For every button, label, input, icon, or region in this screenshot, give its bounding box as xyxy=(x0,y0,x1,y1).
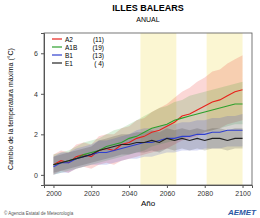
title: ILLES BALEARS xyxy=(112,3,184,13)
x-tick-label: 2020 xyxy=(84,190,100,197)
x-tick-mark xyxy=(129,185,130,188)
legend-label: A2 xyxy=(65,36,73,43)
y-tick-mark xyxy=(41,53,44,54)
y-tick-label: 0 xyxy=(34,172,38,179)
x-tick-label: 2000 xyxy=(46,190,62,197)
x-tick-mark xyxy=(167,185,168,188)
legend-swatch xyxy=(52,54,62,55)
x-tick-label: 2080 xyxy=(197,190,213,197)
x-tick: 2020 xyxy=(84,185,100,197)
x-tick-mark xyxy=(205,185,206,188)
legend-count: ( 4) xyxy=(94,60,104,68)
series-line xyxy=(53,138,242,164)
legend-count: (19) xyxy=(92,44,104,52)
legend-entry: A1B (19) xyxy=(52,44,104,52)
y-axis-title: Cambio de la temperatura máxima (°C) xyxy=(7,48,15,170)
series-line xyxy=(53,104,242,165)
legend-label: E1 xyxy=(65,60,73,67)
x-tick-label: 2060 xyxy=(160,190,176,197)
legend-swatch xyxy=(52,46,62,47)
legend-count: (13) xyxy=(92,52,104,60)
y-tick-mark xyxy=(41,134,44,135)
chart: 2000 2020 2040 2060 2080 2100 0 2 4 6 A2 (11) A1B (19… xyxy=(0,0,260,218)
x-tick: 2060 xyxy=(160,185,176,197)
plot: 2000 2020 2040 2060 2080 2100 0 2 4 6 A2 (11) A1B (19… xyxy=(34,33,252,197)
x-axis: 2000 2020 2040 2060 2080 2100 xyxy=(45,185,253,197)
x-tick: 2080 xyxy=(197,185,213,197)
y-tick: 2 xyxy=(34,131,44,138)
series-line xyxy=(53,130,242,166)
x-tick-label: 2040 xyxy=(122,190,138,197)
legend-count: (11) xyxy=(93,36,104,44)
x-tick-mark xyxy=(53,185,54,188)
y-tick: 4 xyxy=(34,91,44,98)
legend-swatch xyxy=(52,62,62,63)
x-tick-label: 2100 xyxy=(235,190,251,197)
plot-frame xyxy=(44,33,252,185)
uncertainty-band xyxy=(53,82,242,175)
subtitle: ANUAL xyxy=(136,16,159,23)
y-axis: 0 2 4 6 xyxy=(34,34,44,186)
x-axis-line xyxy=(45,186,253,189)
x-tick-mark xyxy=(91,185,92,188)
legend-entry: E1 ( 4) xyxy=(52,60,104,68)
x-tick: 2000 xyxy=(46,185,62,197)
legend: A2 (11) A1B (19) B1 (13) E1 ( 4) xyxy=(52,36,104,68)
legend-label: A1B xyxy=(65,44,77,51)
x-tick: 2040 xyxy=(122,185,138,197)
y-tick: 0 xyxy=(34,172,44,179)
series-line xyxy=(53,90,242,165)
legend-label: B1 xyxy=(65,52,73,59)
y-tick-label: 6 xyxy=(34,50,38,57)
y-tick-mark xyxy=(41,175,44,176)
legend-swatch xyxy=(52,38,62,39)
y-tick-label: 4 xyxy=(34,91,38,98)
legend-entry: A2 (11) xyxy=(52,36,104,44)
credit: © Agencia Estatal de Meteorología xyxy=(4,210,74,216)
y-axis-line xyxy=(41,34,45,186)
marks xyxy=(53,33,242,185)
y-tick-mark xyxy=(41,94,44,95)
legend-entry: B1 (13) xyxy=(52,52,104,60)
x-tick-mark xyxy=(243,185,244,188)
uncertainty-band xyxy=(53,55,242,175)
y-tick: 6 xyxy=(34,50,44,57)
x-axis-title: Año xyxy=(141,199,156,208)
uncertainty-band xyxy=(53,114,242,175)
y-tick-label: 2 xyxy=(34,131,38,138)
logo: AEMET xyxy=(227,208,257,217)
x-tick: 2100 xyxy=(235,185,251,197)
